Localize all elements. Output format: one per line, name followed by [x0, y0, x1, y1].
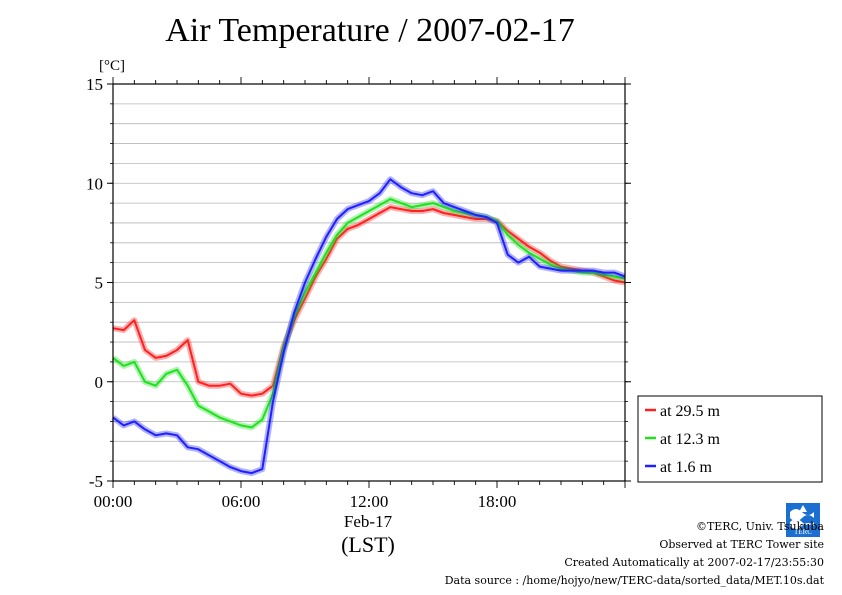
y-tick-label: -5: [89, 472, 103, 491]
y-axis: 15 10 5 0 -5: [86, 75, 631, 491]
terc-logo: TERC: [786, 503, 820, 537]
series-halo: [112, 204, 626, 399]
legend-label: at 1.6 m: [660, 459, 713, 476]
legend-label: at 12.3 m: [660, 431, 721, 448]
y-tick-label: 10: [86, 174, 103, 193]
legend-label: at 29.5 m: [660, 403, 721, 420]
x-tick-label: 18:00: [478, 492, 517, 511]
x-tick-label: 12:00: [350, 492, 389, 511]
y-tick-label: 0: [95, 373, 104, 392]
legend: at 29.5 m at 12.3 m at 1.6 m: [637, 395, 823, 483]
y-tick-label: 15: [86, 75, 103, 94]
grid-lines: [113, 103, 625, 462]
series-halo: [111, 176, 627, 477]
x-axis: 00:00 06:00 12:00 18:00: [94, 77, 626, 511]
data-source-text: Data source : /home/hojyo/new/TERC-data/…: [444, 574, 824, 587]
x-axis-unit: (LST): [341, 532, 395, 557]
x-tick-label: 06:00: [222, 492, 261, 511]
y-tick-label: 5: [95, 274, 104, 293]
series-line: [112, 206, 626, 397]
created-text: Created Automatically at 2007-02-17/23:5…: [564, 556, 824, 569]
x-axis-label: Feb-17: [344, 512, 393, 531]
copyright-text: ©TERC, Univ. Tsukuba: [695, 520, 824, 533]
series-line: [112, 178, 626, 475]
logo-text: TERC: [794, 528, 812, 536]
series-halo: [111, 196, 626, 431]
legend-box: [637, 395, 823, 483]
x-tick-label: 00:00: [94, 492, 133, 511]
y-axis-label: [°C]: [99, 58, 125, 74]
series-line: [112, 198, 626, 429]
observed-text: Observed at TERC Tower site: [659, 538, 824, 551]
series-lines: [111, 176, 627, 477]
chart-title: Air Temperature / 2007-02-17: [165, 12, 575, 49]
